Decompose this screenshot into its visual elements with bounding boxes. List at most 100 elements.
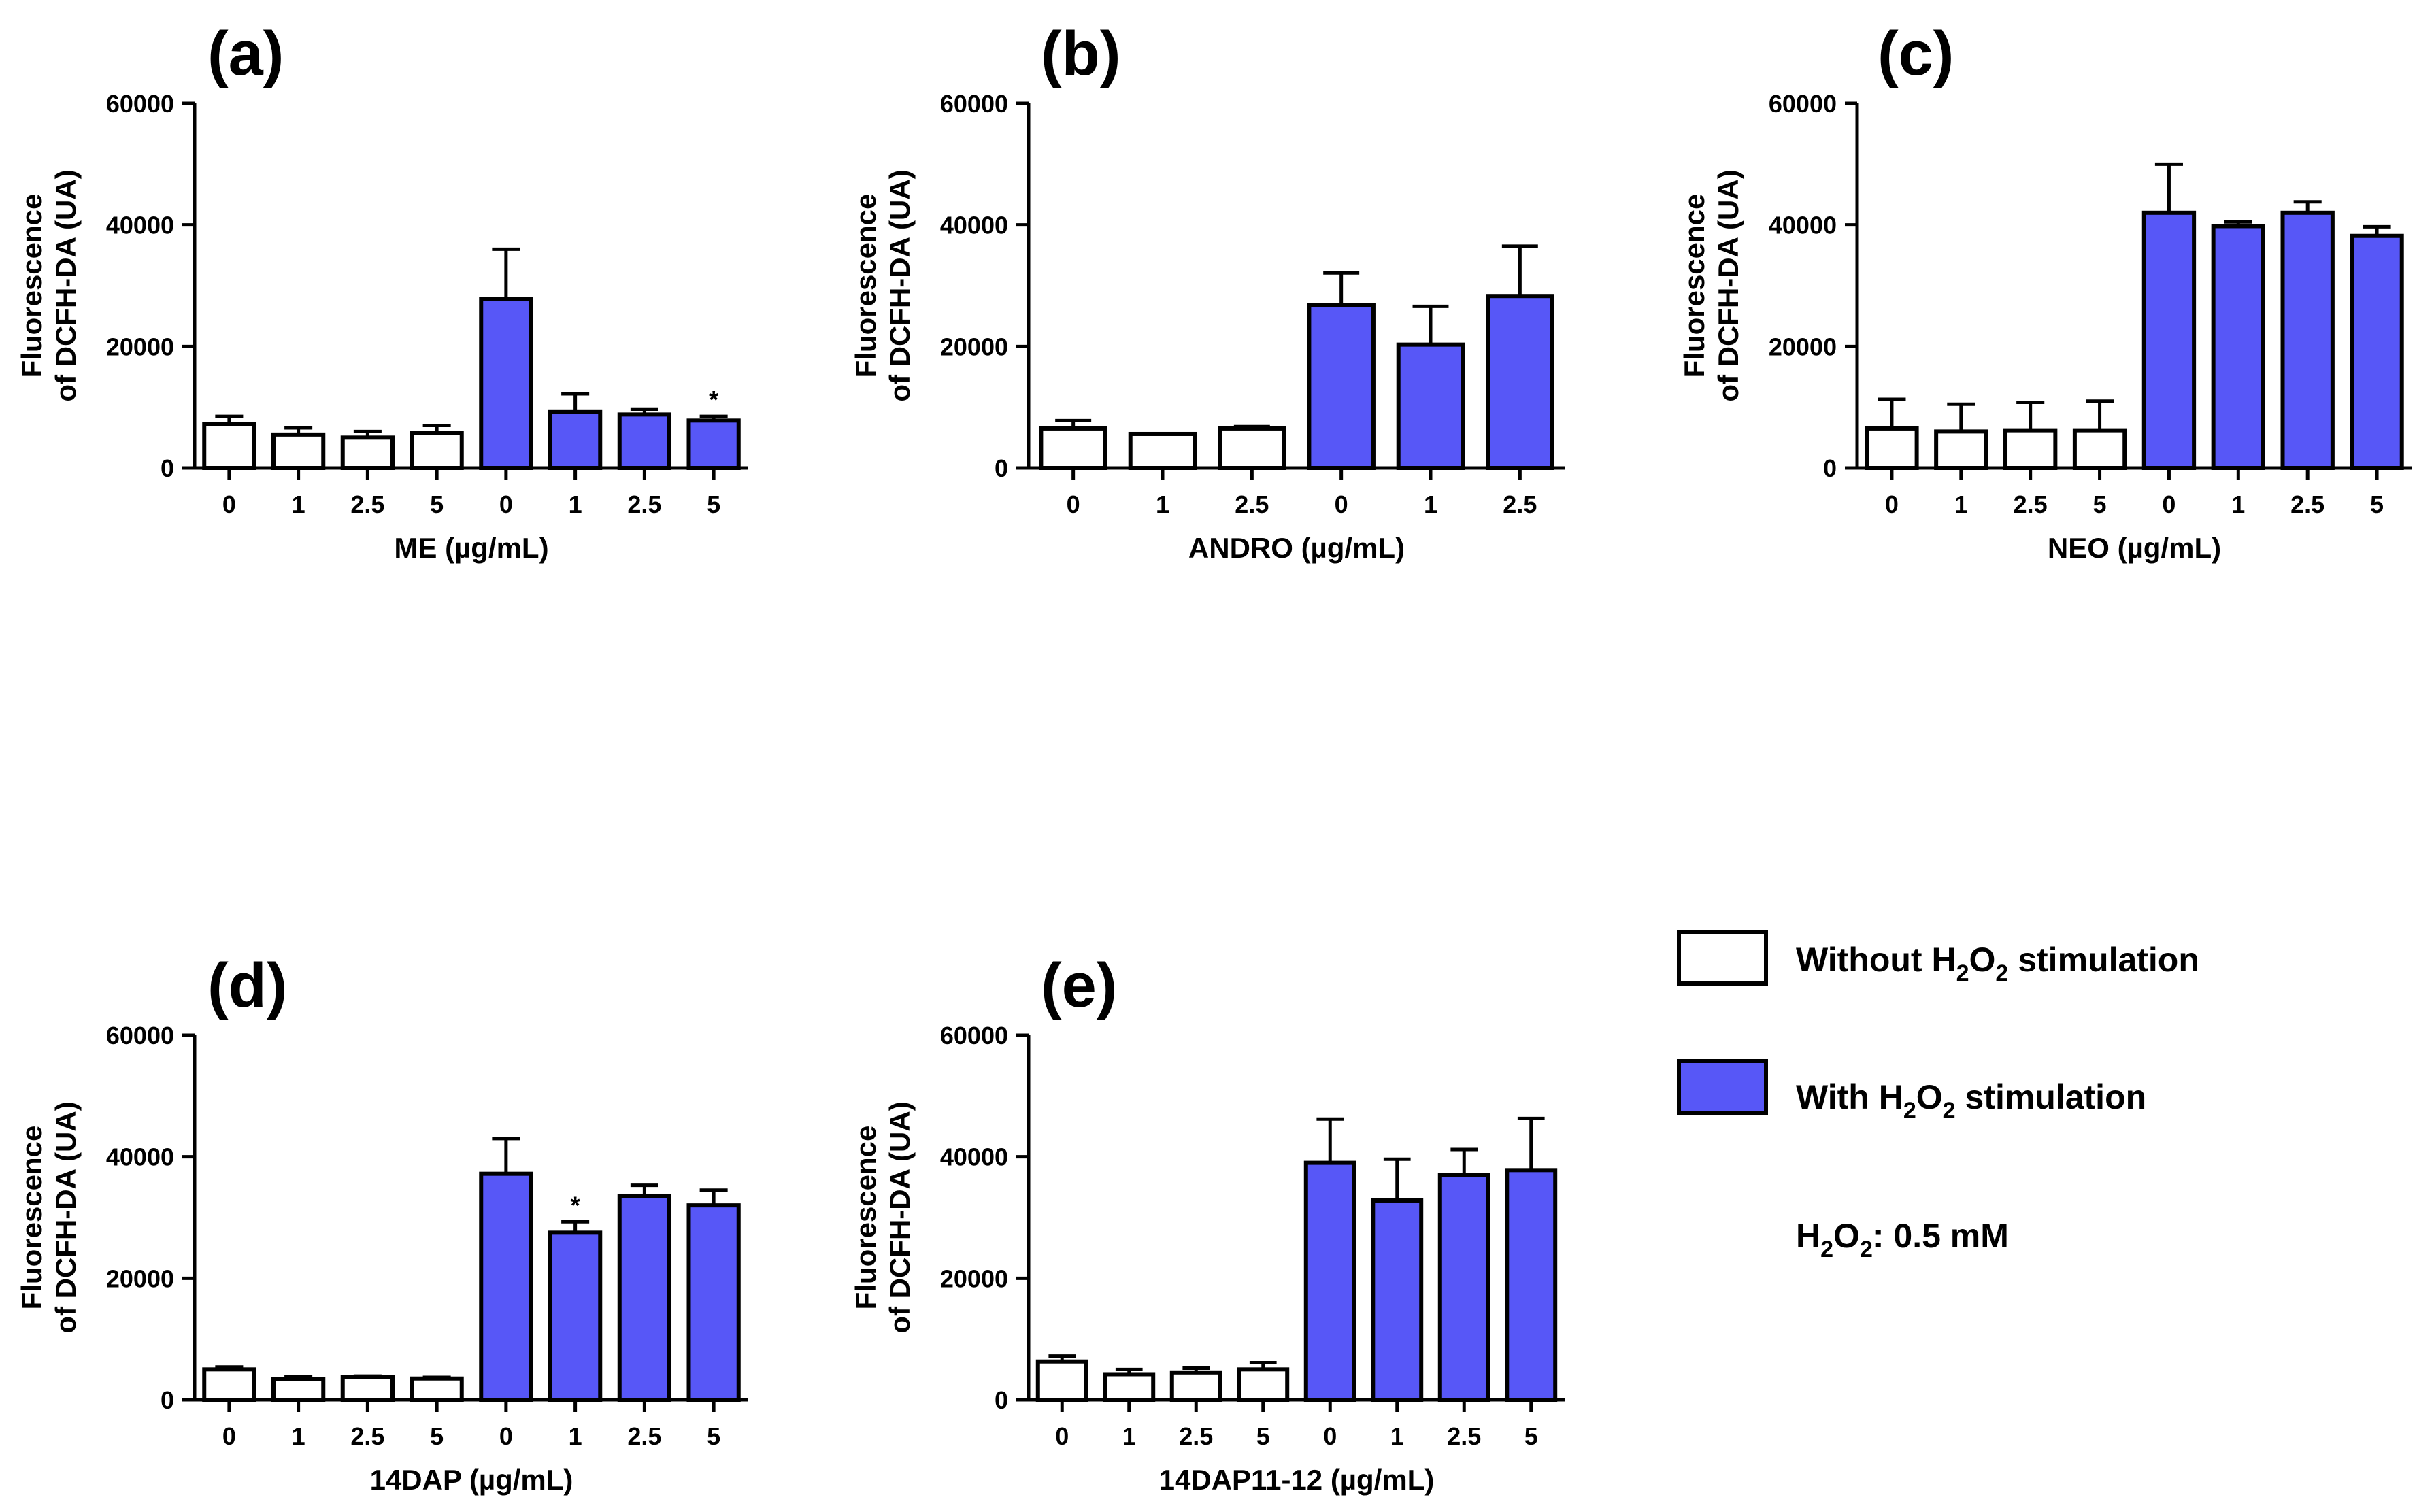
- bar: [2141, 210, 2197, 470]
- bar: [1307, 303, 1376, 470]
- bar: [1865, 426, 1919, 471]
- x-tick-label: 0: [1323, 1422, 1337, 1450]
- x-tick-label: 1: [2231, 490, 2245, 518]
- bar: [271, 432, 326, 470]
- chart-panel-3: (d) 0 20000 40000 60000 Fluorescence of DCFH-D…: [16, 951, 748, 1496]
- y-axis-label-line2: of DCFH-DA (UA): [1712, 169, 1744, 401]
- x-axis-label: ME (µg/mL): [394, 532, 548, 564]
- x-axis-label: 14DAP (µg/mL): [370, 1464, 573, 1496]
- x-tick-label: 5: [2093, 490, 2107, 518]
- bar: [686, 1203, 741, 1402]
- bar: [410, 1376, 464, 1402]
- bar: [1371, 1198, 1424, 1402]
- bar: [2350, 233, 2404, 470]
- significance-marker: *: [571, 1191, 580, 1219]
- bar: [1303, 1160, 1356, 1402]
- x-tick-label: 0: [2162, 490, 2175, 518]
- bar: [1035, 1359, 1088, 1402]
- chart-panel-2: (c) 0 20000 40000 60000 Fluorescence of DCFH-D…: [1678, 19, 2412, 564]
- x-tick-label: 1: [292, 490, 305, 518]
- y-tick-label: 20000: [106, 333, 174, 360]
- x-tick-label: 1: [292, 1422, 305, 1450]
- y-tick-label: 20000: [940, 333, 1008, 360]
- x-axis-label: 14DAP11-12 (µg/mL): [1159, 1464, 1435, 1496]
- chart-panel-0: (a) 0 20000 40000 60000 Fluorescence of DCFH-D…: [16, 19, 748, 564]
- y-axis-label-line1: Fluorescence: [850, 1126, 882, 1310]
- x-tick-label: 1: [1954, 490, 1968, 518]
- bar: [340, 1375, 395, 1402]
- x-tick-label: 1: [1424, 490, 1437, 518]
- x-tick-label: 2.5: [2014, 490, 2048, 518]
- x-tick-label: 1: [1156, 490, 1169, 518]
- x-tick-label: 0: [222, 490, 236, 518]
- y-tick-label: 60000: [106, 1022, 174, 1049]
- bar: [479, 297, 533, 470]
- bar: [271, 1377, 326, 1402]
- chart-panel-4: (e) 0 20000 40000 60000 Fluorescence of DCFH-D…: [850, 951, 1565, 1496]
- bar: [2072, 428, 2127, 471]
- y-tick-label: 60000: [940, 90, 1008, 118]
- bar: [202, 1367, 256, 1402]
- bar: [202, 422, 256, 470]
- panel-label: (a): [207, 19, 284, 88]
- y-axis-label-line1: Fluorescence: [850, 194, 882, 378]
- x-tick-label: 5: [2370, 490, 2384, 518]
- x-tick-label: 1: [1122, 1422, 1136, 1450]
- bar: [1396, 342, 1465, 470]
- y-axis-label-line2: of DCFH-DA (UA): [50, 169, 82, 401]
- y-axis-label-line2: of DCFH-DA (UA): [884, 1101, 916, 1333]
- x-tick-label: 2.5: [627, 490, 661, 518]
- x-tick-label: 5: [707, 1422, 720, 1450]
- x-tick-label: 5: [430, 490, 444, 518]
- x-tick-label: 1: [1390, 1422, 1404, 1450]
- x-tick-label: 0: [1055, 1422, 1069, 1450]
- x-tick-label: 5: [1524, 1422, 1538, 1450]
- significance-marker: *: [709, 386, 718, 414]
- y-tick-label: 60000: [940, 1022, 1008, 1049]
- x-axis-label: NEO (µg/mL): [2048, 532, 2221, 564]
- y-tick-label: 40000: [106, 212, 174, 239]
- y-tick-label: 40000: [940, 212, 1008, 239]
- y-axis-label-line2: of DCFH-DA (UA): [50, 1101, 82, 1333]
- bar: [2280, 210, 2335, 470]
- x-tick-label: 1: [569, 1422, 582, 1450]
- x-tick-label: 2.5: [350, 1422, 384, 1450]
- y-tick-label: 0: [161, 1386, 174, 1414]
- x-tick-label: 0: [499, 490, 513, 518]
- legend-label-with: With H2O2 stimulation: [1796, 1078, 2146, 1124]
- bar: [2211, 224, 2265, 470]
- x-tick-label: 0: [1885, 490, 1899, 518]
- y-tick-label: 0: [161, 454, 174, 482]
- bar: [410, 431, 464, 470]
- y-tick-label: 0: [995, 1386, 1008, 1414]
- bar: [1039, 426, 1107, 471]
- bar: [548, 1230, 603, 1402]
- bar: [1169, 1370, 1222, 1402]
- bar: [1505, 1168, 1558, 1402]
- bar: [617, 1194, 672, 1402]
- x-axis-label: ANDRO (µg/mL): [1188, 532, 1405, 564]
- legend: Without H2O2 stimulation With H2O2 stimu…: [1677, 930, 2199, 1262]
- y-tick-label: 20000: [940, 1264, 1008, 1292]
- y-tick-label: 40000: [106, 1143, 174, 1171]
- y-axis-label-line1: Fluorescence: [16, 194, 48, 378]
- bar: [2003, 428, 2058, 471]
- panel-label: (b): [1041, 19, 1120, 88]
- y-axis-label-line1: Fluorescence: [1678, 194, 1710, 378]
- bar: [1437, 1173, 1490, 1402]
- x-tick-label: 1: [569, 490, 582, 518]
- bar: [1128, 431, 1197, 470]
- legend-swatch-with: [1677, 1059, 1768, 1115]
- x-tick-label: 2.5: [1179, 1422, 1213, 1450]
- x-tick-label: 5: [707, 490, 720, 518]
- x-tick-label: 2.5: [1235, 490, 1269, 518]
- bar: [617, 412, 672, 470]
- legend-label-without: Without H2O2 stimulation: [1796, 941, 2199, 986]
- panel-label: (c): [1878, 19, 1954, 88]
- bar: [548, 409, 603, 471]
- x-tick-label: 2.5: [2290, 490, 2324, 518]
- legend-note: H2O2: 0.5 mM: [1796, 1217, 2009, 1262]
- bar: [1103, 1372, 1156, 1402]
